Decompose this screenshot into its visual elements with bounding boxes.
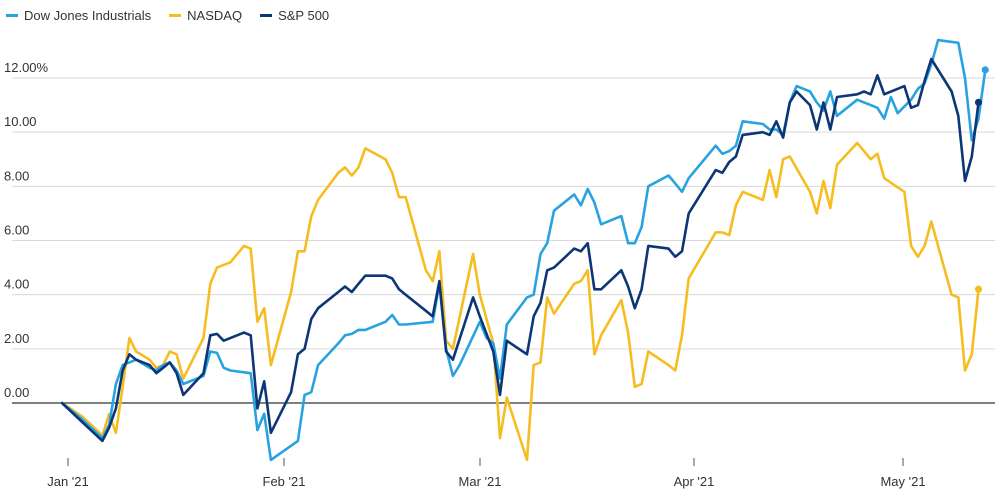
series-line-dow-jones-industrials xyxy=(60,38,987,462)
y-tick-label: 0.00 xyxy=(4,385,29,400)
end-marker-s-p-500 xyxy=(974,98,983,106)
x-tick-label: May '21 xyxy=(880,474,925,489)
y-tick-label: 8.00 xyxy=(4,168,29,183)
legend-label: S&P 500 xyxy=(278,8,330,23)
legend-swatch xyxy=(260,14,273,17)
x-tick-label: Jan '21 xyxy=(47,474,89,489)
legend-item-s-p-500: S&P 500 xyxy=(260,8,329,23)
legend-item-dow-jones-industrials: Dow Jones Industrials xyxy=(6,8,151,23)
x-tick-label: Feb '21 xyxy=(263,474,306,489)
end-marker-nasdaq xyxy=(974,285,983,293)
y-tick-label: 6.00 xyxy=(4,223,29,238)
y-tick-label: 2.00 xyxy=(4,331,29,346)
legend-swatch xyxy=(6,14,18,17)
series-line-nasdaq xyxy=(60,141,980,462)
legend-label: NASDAQ xyxy=(187,8,243,23)
legend-item-nasdaq: NASDAQ xyxy=(169,8,242,23)
legend-swatch xyxy=(169,14,182,17)
series-line-s-p-500 xyxy=(60,57,980,443)
chart-legend: Dow Jones Industrials NASDAQ S&P 500 xyxy=(6,8,329,23)
y-tick-label: 12.00% xyxy=(4,60,49,75)
legend-label: Dow Jones Industrials xyxy=(24,8,152,23)
x-tick-label: Apr '21 xyxy=(674,474,715,489)
end-marker-dow-jones-industrials xyxy=(981,66,989,74)
x-tick-label: Mar '21 xyxy=(459,474,502,489)
y-tick-label: 10.00 xyxy=(4,114,37,129)
y-tick-label: 4.00 xyxy=(4,277,29,292)
